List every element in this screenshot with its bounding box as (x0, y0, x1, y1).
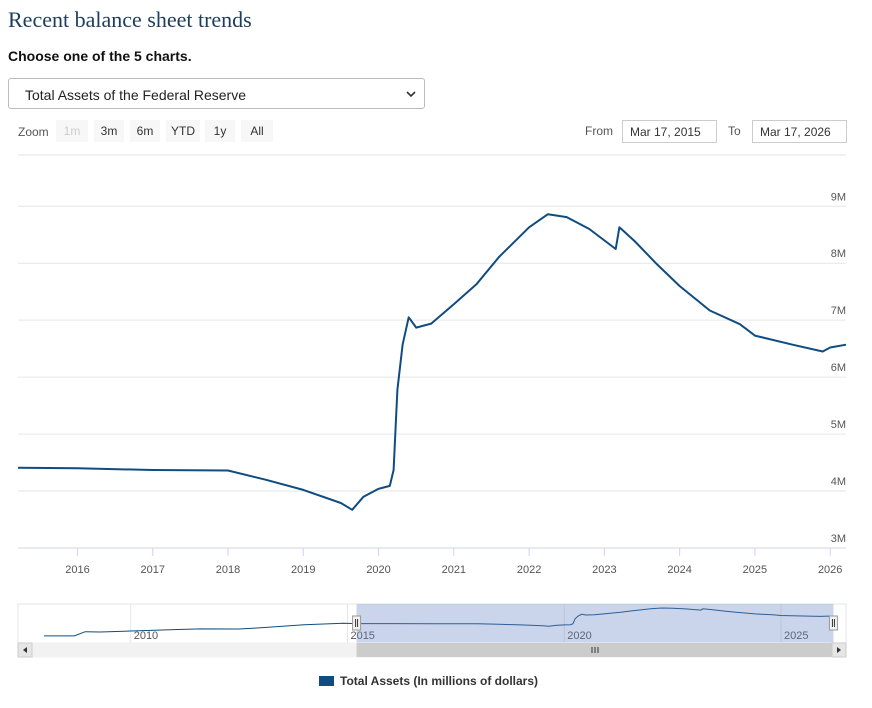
zoom-button[interactable]: All (241, 120, 273, 142)
zoom-label: Zoom (18, 125, 49, 139)
zoom-button[interactable]: 1y (205, 120, 235, 142)
navigator-tick-label: 2015 (350, 630, 374, 642)
navigator-tick-label: 2020 (567, 630, 591, 642)
x-tick-label: 2019 (291, 564, 315, 576)
navigator-line (44, 607, 834, 637)
zoom-button[interactable]: 1m (56, 120, 88, 142)
x-tick-label: 2022 (517, 564, 541, 576)
from-label: From (585, 124, 613, 138)
button-arrow (837, 647, 841, 653)
legend-swatch (319, 676, 334, 686)
series-line (17, 213, 847, 511)
y-tick-label: 3M (831, 533, 846, 545)
x-tick-label: 2023 (592, 564, 616, 576)
navigator-tick-label: 2010 (134, 630, 158, 642)
to-input[interactable]: Mar 17, 2026 (752, 120, 847, 143)
select-value: Total Assets of the Federal Reserve (25, 87, 246, 103)
y-tick-label: 5M (831, 419, 846, 431)
y-tick-label: 7M (831, 305, 846, 317)
navigator-mask (356, 604, 834, 643)
x-tick-label: 2024 (667, 564, 691, 576)
prompt: Choose one of the 5 charts. (8, 48, 192, 64)
navigator-handle[interactable] (828, 615, 838, 631)
x-tick-label: 2021 (442, 564, 466, 576)
y-tick-label: 6M (831, 362, 846, 374)
x-tick-label: 2026 (818, 564, 842, 576)
handle-box (352, 615, 362, 631)
navigator-tick-label: 2025 (784, 630, 808, 642)
chevron (406, 91, 416, 98)
x-tick-label: 2020 (366, 564, 390, 576)
to-label: To (728, 124, 741, 138)
legend-label: Total Assets (In millions of dollars) (340, 674, 539, 688)
legend[interactable]: Total Assets (In millions of dollars) (319, 674, 538, 688)
y-tick-label: 4M (831, 476, 846, 488)
page-title: Recent balance sheet trends (8, 7, 252, 32)
y-tick-label: 8M (831, 248, 846, 260)
zoom-button[interactable]: YTD (166, 120, 200, 142)
x-tick-label: 2016 (65, 564, 89, 576)
scrollbar-button[interactable] (17, 642, 33, 658)
zoom-button[interactable]: 6m (130, 120, 160, 142)
chart-select[interactable]: Total Assets of the Federal Reserve (8, 78, 425, 109)
from-input[interactable]: Mar 17, 2015 (622, 120, 717, 143)
x-tick-label: 2017 (140, 564, 164, 576)
x-tick-label: 2025 (743, 564, 767, 576)
x-tick-label: 2018 (216, 564, 240, 576)
y-tick-label: 9M (831, 191, 846, 203)
button-arrow (23, 647, 27, 653)
scrollbar-button[interactable] (831, 642, 847, 658)
navigator-handle[interactable] (352, 615, 362, 631)
handle-box (828, 615, 838, 631)
zoom-button[interactable]: 3m (94, 120, 124, 142)
